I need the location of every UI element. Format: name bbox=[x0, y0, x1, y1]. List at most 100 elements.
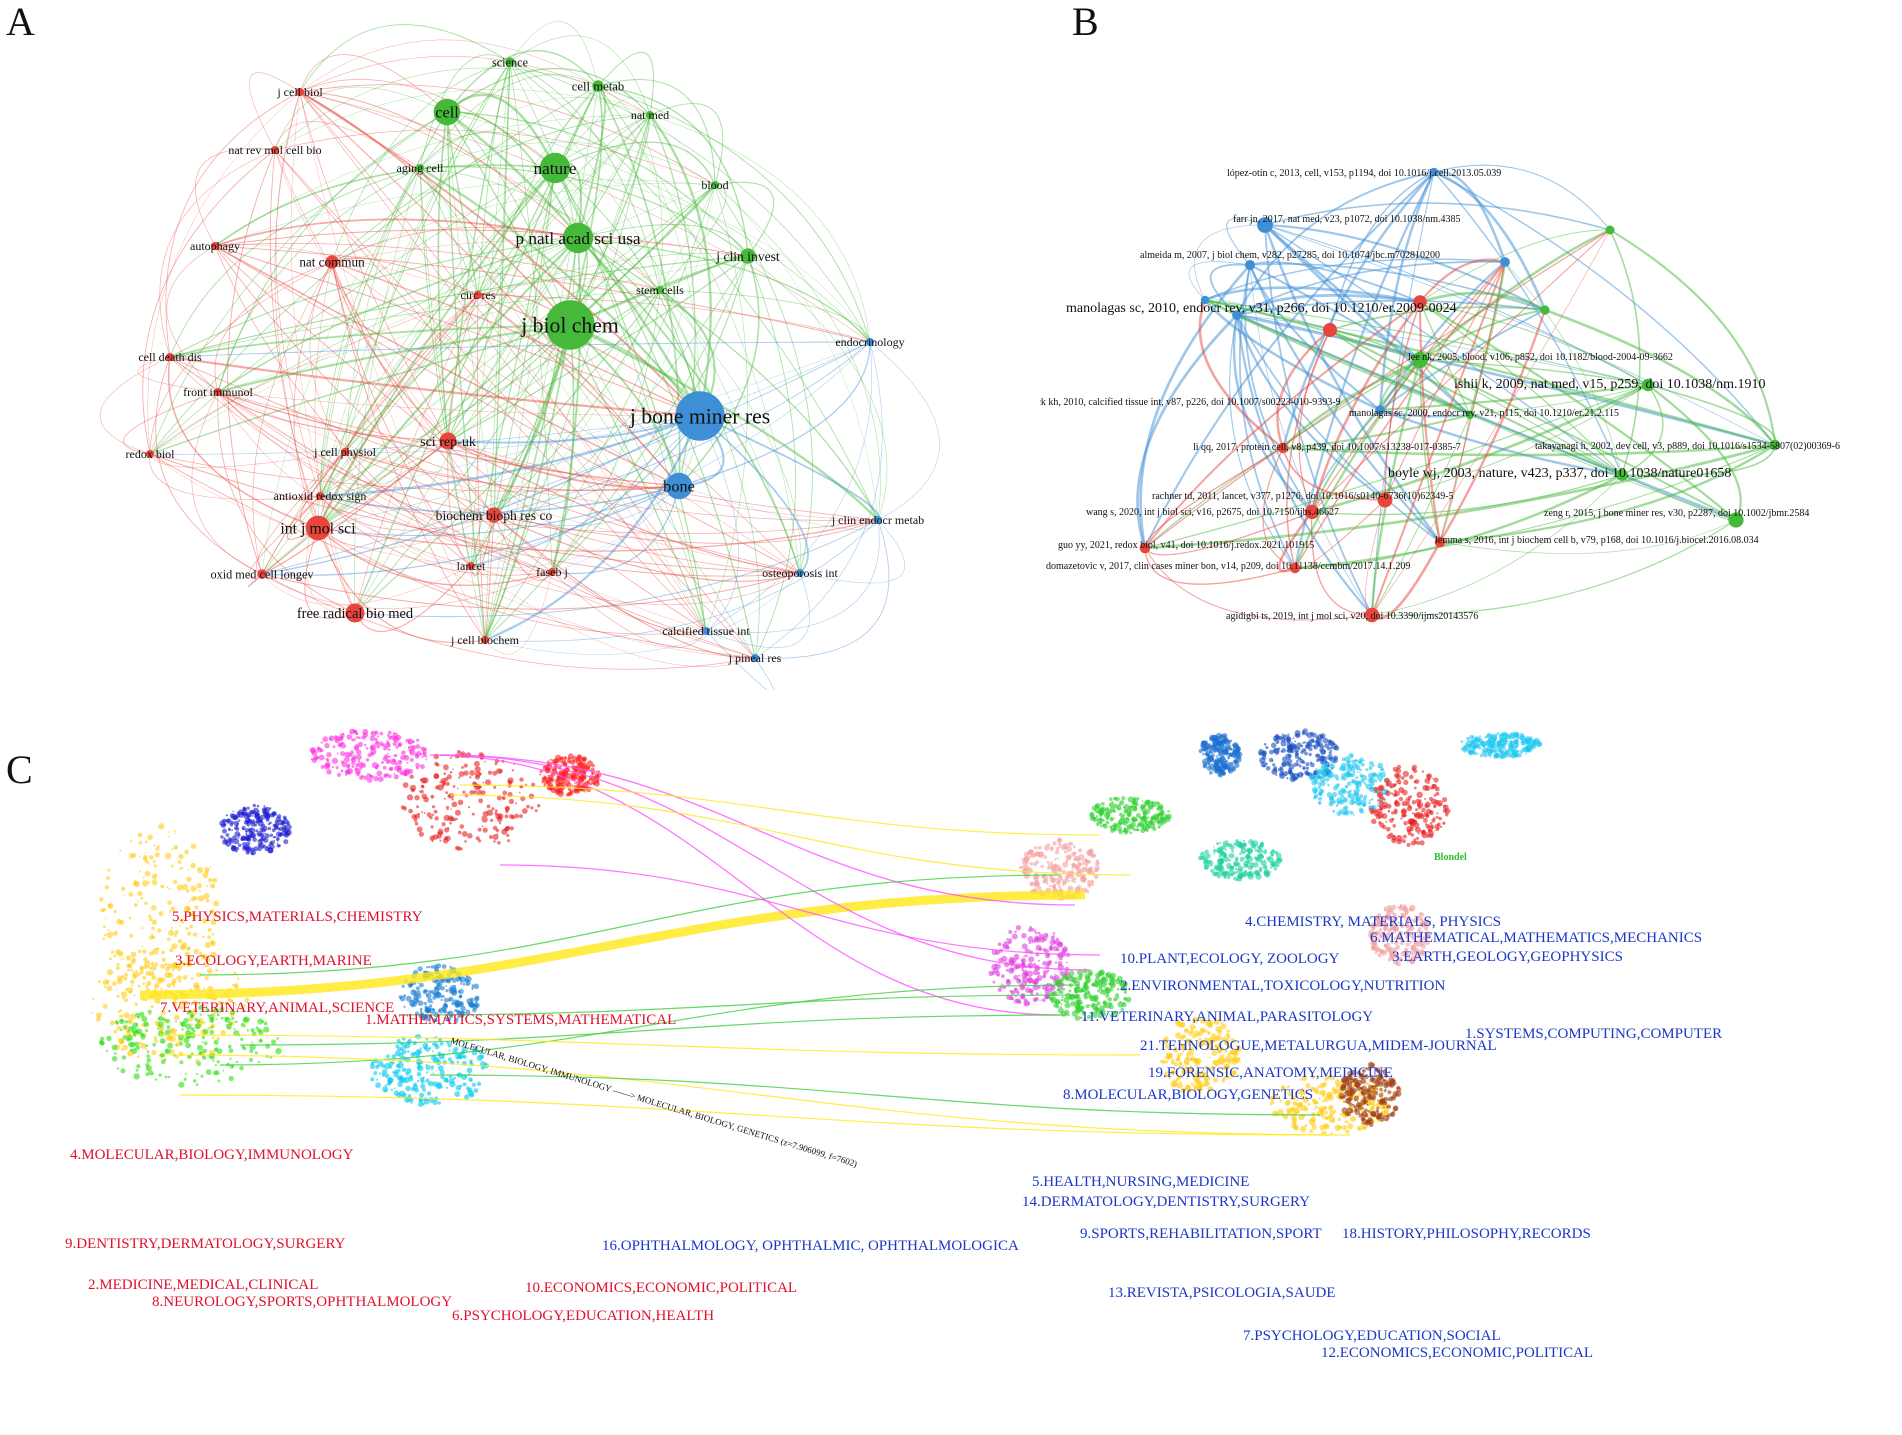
citation-node bbox=[1139, 542, 1151, 554]
journal-dot bbox=[440, 778, 446, 784]
journal-dot bbox=[1170, 1060, 1175, 1065]
journal-dot bbox=[460, 982, 462, 985]
journal-dot bbox=[110, 1020, 115, 1026]
node-label-p-natl-acad-sci-usa: p natl acad sci usa bbox=[515, 229, 640, 248]
journal-dot bbox=[184, 951, 190, 957]
journal-dot bbox=[392, 732, 395, 735]
journal-dot bbox=[1206, 753, 1210, 756]
journal-dot bbox=[1220, 1023, 1227, 1030]
journal-dot bbox=[96, 1012, 102, 1018]
journal-dot bbox=[423, 812, 426, 815]
network-edge bbox=[165, 91, 301, 358]
network-edge bbox=[754, 341, 883, 659]
citation-node bbox=[1257, 217, 1273, 233]
journal-dot bbox=[1021, 972, 1028, 979]
journal-dot bbox=[1231, 1058, 1238, 1065]
journal-dot bbox=[127, 1052, 131, 1056]
journal-dot bbox=[443, 764, 449, 771]
journal-dot bbox=[144, 961, 151, 968]
journal-dot bbox=[1415, 808, 1418, 812]
journal-dot bbox=[1033, 929, 1036, 932]
journal-dot bbox=[470, 1002, 476, 1008]
journal-dot bbox=[1397, 778, 1400, 782]
journal-dot bbox=[277, 844, 281, 848]
journal-dot bbox=[1277, 747, 1281, 750]
journal-dot bbox=[445, 1017, 451, 1022]
journal-dot bbox=[1058, 843, 1062, 847]
network-edge bbox=[1419, 301, 1471, 416]
journal-dot bbox=[1198, 748, 1203, 754]
journal-dot bbox=[175, 847, 178, 850]
network-edge bbox=[317, 289, 661, 529]
journal-dot bbox=[216, 1060, 220, 1064]
journal-dot bbox=[1387, 809, 1391, 813]
node-label-calcified-tissue-int: calcified tissue int bbox=[662, 624, 750, 638]
journal-dot bbox=[136, 1028, 143, 1035]
journal-dot bbox=[1525, 740, 1529, 744]
network-edge bbox=[446, 67, 651, 116]
journal-dot bbox=[1424, 785, 1431, 791]
journal-dot bbox=[191, 1011, 193, 1013]
journal-dot bbox=[1181, 1042, 1183, 1045]
network-edge bbox=[331, 61, 511, 263]
journal-dot bbox=[357, 761, 364, 768]
journal-dot bbox=[225, 814, 228, 817]
journal-dot bbox=[114, 1052, 117, 1055]
journal-dot bbox=[381, 761, 384, 764]
journal-dot bbox=[1272, 747, 1279, 754]
network-edge bbox=[1226, 218, 1266, 266]
journal-dot bbox=[171, 978, 177, 984]
journal-dot bbox=[1305, 766, 1310, 770]
network-edge bbox=[492, 324, 572, 516]
network-edge bbox=[261, 114, 651, 575]
journal-dot bbox=[1143, 811, 1148, 816]
journal-dot bbox=[408, 808, 413, 814]
network-edge bbox=[149, 453, 321, 500]
journal-dot bbox=[1316, 769, 1322, 775]
journal-dot bbox=[1076, 885, 1082, 891]
journal-dot bbox=[458, 988, 464, 995]
journal-dot bbox=[432, 1050, 434, 1053]
journal-dot bbox=[208, 1053, 214, 1059]
network-edge bbox=[309, 261, 346, 453]
journal-dot bbox=[1211, 768, 1215, 771]
journal-dot bbox=[204, 963, 209, 968]
journal-dot bbox=[417, 1065, 424, 1072]
journal-dot bbox=[1472, 745, 1477, 750]
journal-dot bbox=[209, 1017, 215, 1023]
network-edge bbox=[214, 245, 871, 343]
journal-dot bbox=[1292, 1118, 1298, 1124]
journal-dot bbox=[240, 837, 244, 841]
journal-dot bbox=[1354, 1095, 1360, 1101]
journal-dot bbox=[1385, 790, 1391, 797]
journal-dot bbox=[116, 918, 122, 925]
journal-dot bbox=[1209, 770, 1213, 775]
journal-dot bbox=[111, 1044, 118, 1051]
journal-dot bbox=[1339, 1113, 1342, 1116]
journal-dot bbox=[120, 1068, 126, 1074]
journal-dot bbox=[1263, 743, 1267, 746]
journal-dot bbox=[1049, 946, 1053, 950]
journal-dot bbox=[92, 997, 95, 1000]
journal-dot bbox=[164, 1029, 171, 1036]
journal-dot bbox=[425, 758, 428, 761]
journal-dot bbox=[1113, 817, 1116, 820]
journal-dot bbox=[1312, 775, 1319, 782]
journal-dot bbox=[1188, 1030, 1193, 1036]
node-oxid-med-cell-longev bbox=[257, 569, 267, 579]
journal-dot bbox=[997, 987, 1002, 992]
journal-dot bbox=[437, 1051, 442, 1055]
journal-dot bbox=[1309, 1129, 1314, 1134]
journal-dot bbox=[1073, 858, 1077, 862]
journal-dot bbox=[1059, 846, 1061, 848]
journal-dot bbox=[1035, 992, 1039, 995]
journal-dot bbox=[1416, 840, 1421, 845]
journal-dot bbox=[1146, 829, 1149, 831]
journal-dot bbox=[1072, 865, 1075, 868]
journal-dot bbox=[153, 1038, 158, 1043]
network-edge bbox=[169, 355, 701, 418]
network-edge bbox=[446, 93, 557, 169]
node-p-natl-acad-sci-usa bbox=[562, 222, 594, 254]
journal-dot bbox=[1023, 955, 1026, 958]
journal-dot bbox=[1310, 780, 1313, 782]
